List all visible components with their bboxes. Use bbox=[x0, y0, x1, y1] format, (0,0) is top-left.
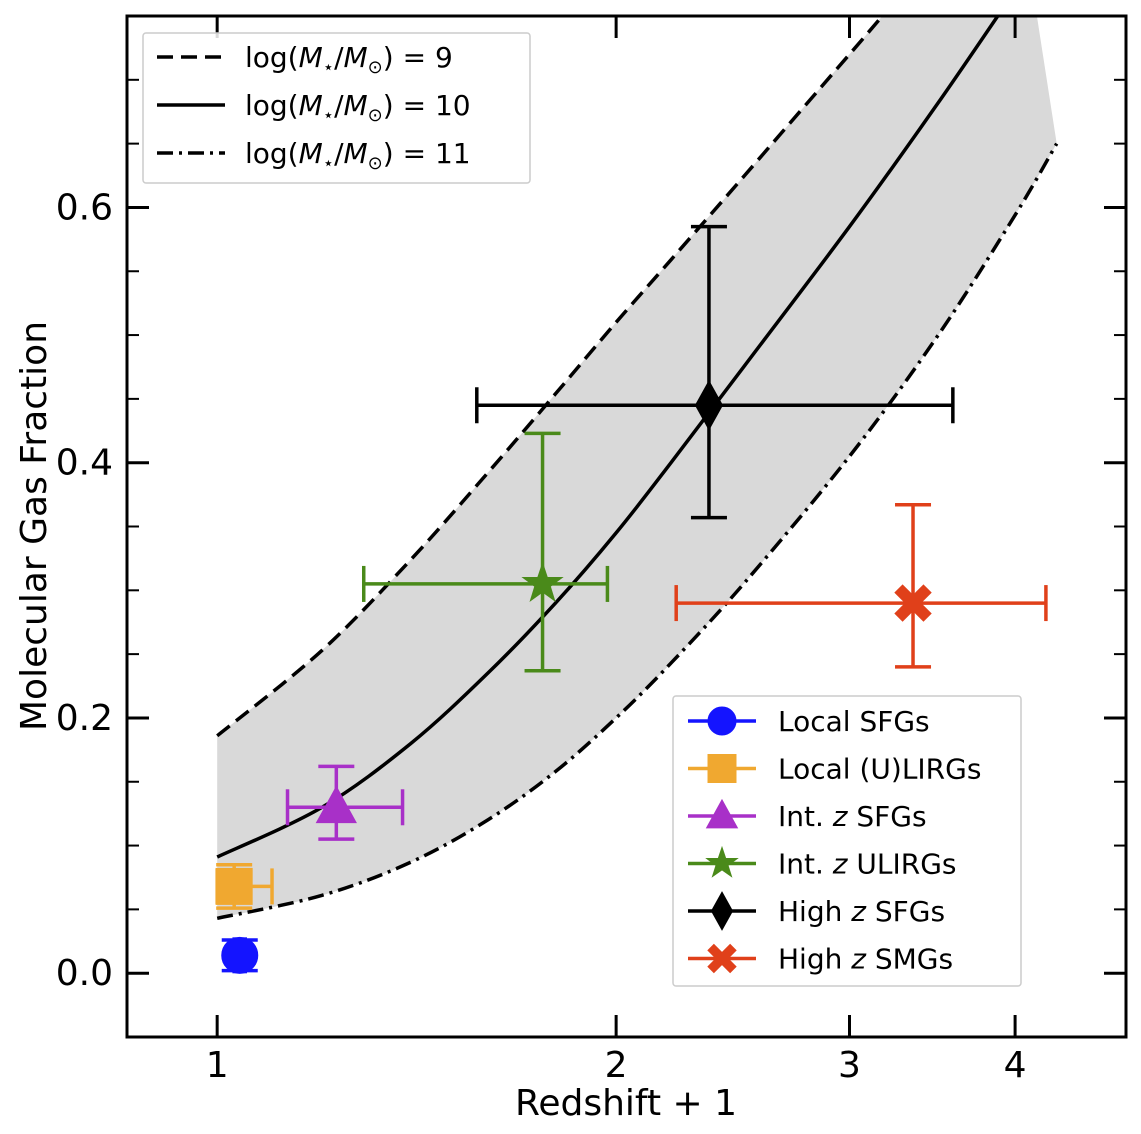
model-curves bbox=[216, 16, 1059, 921]
x-tick-label: 1 bbox=[206, 1045, 229, 1086]
x-axis-title: Redshift + 1 bbox=[515, 1083, 737, 1124]
legend-line-label: log(M⋆/M⊙) = 9 bbox=[245, 41, 453, 78]
point-marker bbox=[315, 785, 357, 824]
point-marker bbox=[694, 379, 724, 431]
legend-sample-label: Int. z ULIRGs bbox=[778, 848, 957, 881]
point-marker bbox=[221, 936, 259, 974]
legend-sample-marker bbox=[705, 845, 739, 878]
point-marker bbox=[215, 867, 253, 905]
legend-line-label: log(M⋆/M⊙) = 11 bbox=[245, 137, 471, 174]
model-curve-mass-11 bbox=[216, 142, 1059, 921]
y-axis-title: Molecular Gas Fraction bbox=[14, 321, 55, 731]
data-point-high-z-smgs bbox=[674, 503, 1048, 669]
legend-sample-label: Local (U)LIRGs bbox=[778, 753, 981, 786]
y-tick-label: 0.2 bbox=[56, 698, 113, 739]
legend-sample-marker bbox=[707, 754, 737, 783]
model-band bbox=[217, 16, 1057, 919]
legend-lines-box bbox=[142, 32, 531, 184]
legend-line-label: log(M⋆/M⊙) = 10 bbox=[245, 89, 471, 126]
model-curve-mass-10 bbox=[216, 16, 1000, 859]
legend-samples-box bbox=[672, 695, 1022, 987]
model-curve-mass-9 bbox=[216, 16, 885, 738]
x-tick-label: 2 bbox=[605, 1045, 628, 1086]
legend-sample-marker bbox=[707, 706, 737, 736]
legend-sample-label: Int. z SFGs bbox=[778, 800, 927, 833]
point-marker bbox=[521, 561, 564, 602]
plot-frame bbox=[125, 14, 1128, 1039]
axis-ticks: 0.0 0.2 0.4 0.6 1 2 3 4 bbox=[56, 16, 1126, 1086]
x-tick-label: 3 bbox=[838, 1045, 861, 1086]
legend-sample-label: High z SMGs bbox=[778, 943, 953, 976]
legend-samples: Local SFGs Local (U)LIRGs Int. z SFGs Int. … bbox=[672, 695, 1022, 987]
model-band-fill bbox=[217, 16, 1057, 919]
x-tick-label: 4 bbox=[1004, 1045, 1027, 1086]
y-tick-label: 0.4 bbox=[56, 443, 113, 484]
legend-sample-marker bbox=[707, 943, 737, 974]
legend-sample-marker bbox=[710, 891, 734, 931]
data-points bbox=[215, 224, 1048, 974]
data-point-high-z-sfgs bbox=[475, 224, 955, 520]
legend-sample-marker bbox=[705, 798, 739, 829]
point-marker bbox=[894, 584, 932, 622]
legend-sample-label: Local SFGs bbox=[778, 705, 930, 738]
data-point-local-sfgs bbox=[221, 936, 259, 974]
legend-model-curves: log(M⋆/M⊙) = 9 log(M⋆/M⊙) = 10 log(M⋆/M⊙) … bbox=[142, 32, 531, 184]
data-point-int-z-ulirgs bbox=[361, 431, 610, 673]
data-point-int-z-sfgs bbox=[285, 764, 405, 841]
data-point-local-u-lirgs bbox=[215, 862, 274, 910]
y-tick-label: 0.6 bbox=[56, 187, 113, 228]
legend-sample-label: High z SFGs bbox=[778, 895, 945, 928]
y-tick-label: 0.0 bbox=[56, 953, 113, 994]
